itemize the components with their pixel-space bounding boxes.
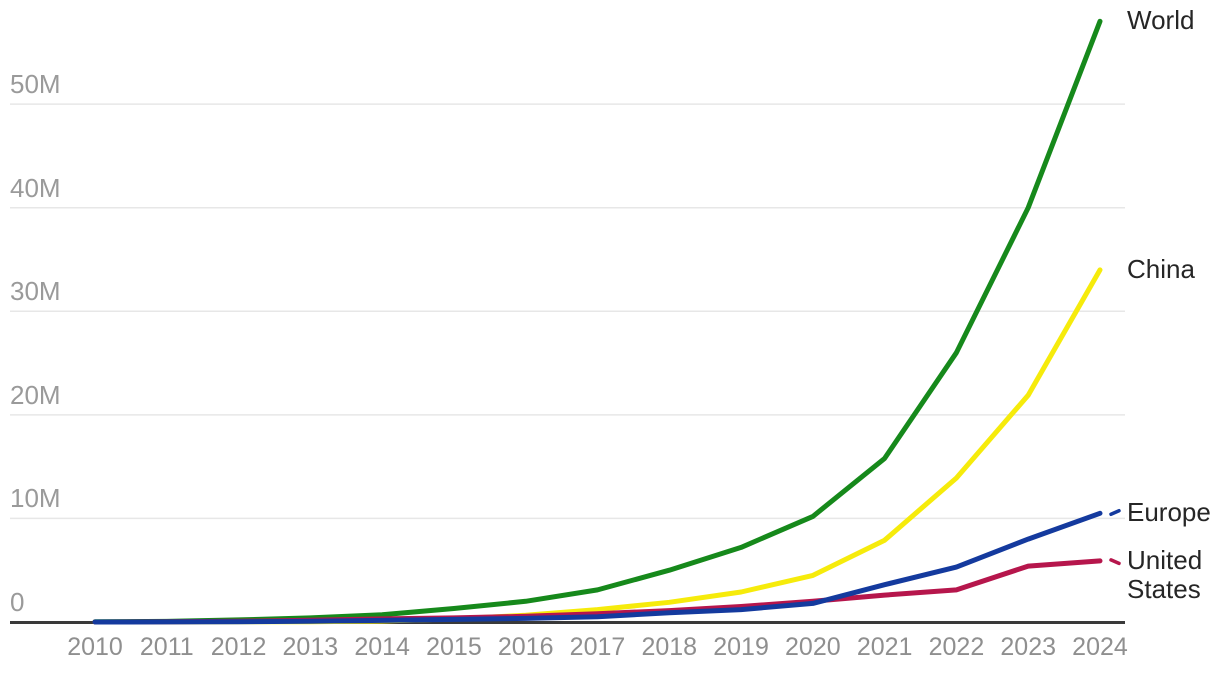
x-axis-tick-label: 2017 <box>569 633 626 661</box>
x-axis-tick-label: 2013 <box>282 633 339 661</box>
series-label-china: China <box>1127 253 1195 284</box>
x-axis-tick-label: 2010 <box>67 633 123 661</box>
y-axis-tick-label: 0 <box>10 587 25 617</box>
y-axis-tick-label: 40M <box>10 172 61 203</box>
x-axis-tick-label: 2016 <box>497 633 554 661</box>
series-line-europe <box>92 510 1103 625</box>
series-line-world <box>92 18 1103 625</box>
leader-dash-europe <box>1109 509 1121 517</box>
x-axis-tick-label: 2022 <box>928 633 985 661</box>
y-axis-tick-label: 20M <box>10 379 61 410</box>
x-axis-tick-label: 2020 <box>785 633 841 661</box>
series-label-united-states: United <box>1127 544 1203 575</box>
x-axis-tick-label: 2023 <box>1000 633 1057 661</box>
series-label-united-states: States <box>1127 573 1201 604</box>
x-axis-tick-label: 2021 <box>856 633 913 661</box>
series-label-europe: Europe <box>1127 497 1211 528</box>
x-axis-tick-label: 2011 <box>139 633 194 661</box>
x-axis-tick-label: 2015 <box>426 633 482 661</box>
x-axis-tick-label: 2024 <box>1072 633 1128 661</box>
series-label-world: World <box>1127 5 1195 36</box>
x-axis-tick-label: 2019 <box>713 633 769 661</box>
y-axis-tick-label: 50M <box>10 69 61 100</box>
x-axis-tick-label: 2014 <box>354 633 410 661</box>
x-axis-tick-label: 2012 <box>210 633 267 661</box>
leader-dash-united-states <box>1109 558 1121 566</box>
x-axis-tick-label: 2018 <box>641 633 698 661</box>
y-axis-tick-label: 30M <box>10 276 61 307</box>
y-axis-tick-label: 10M <box>10 483 61 514</box>
